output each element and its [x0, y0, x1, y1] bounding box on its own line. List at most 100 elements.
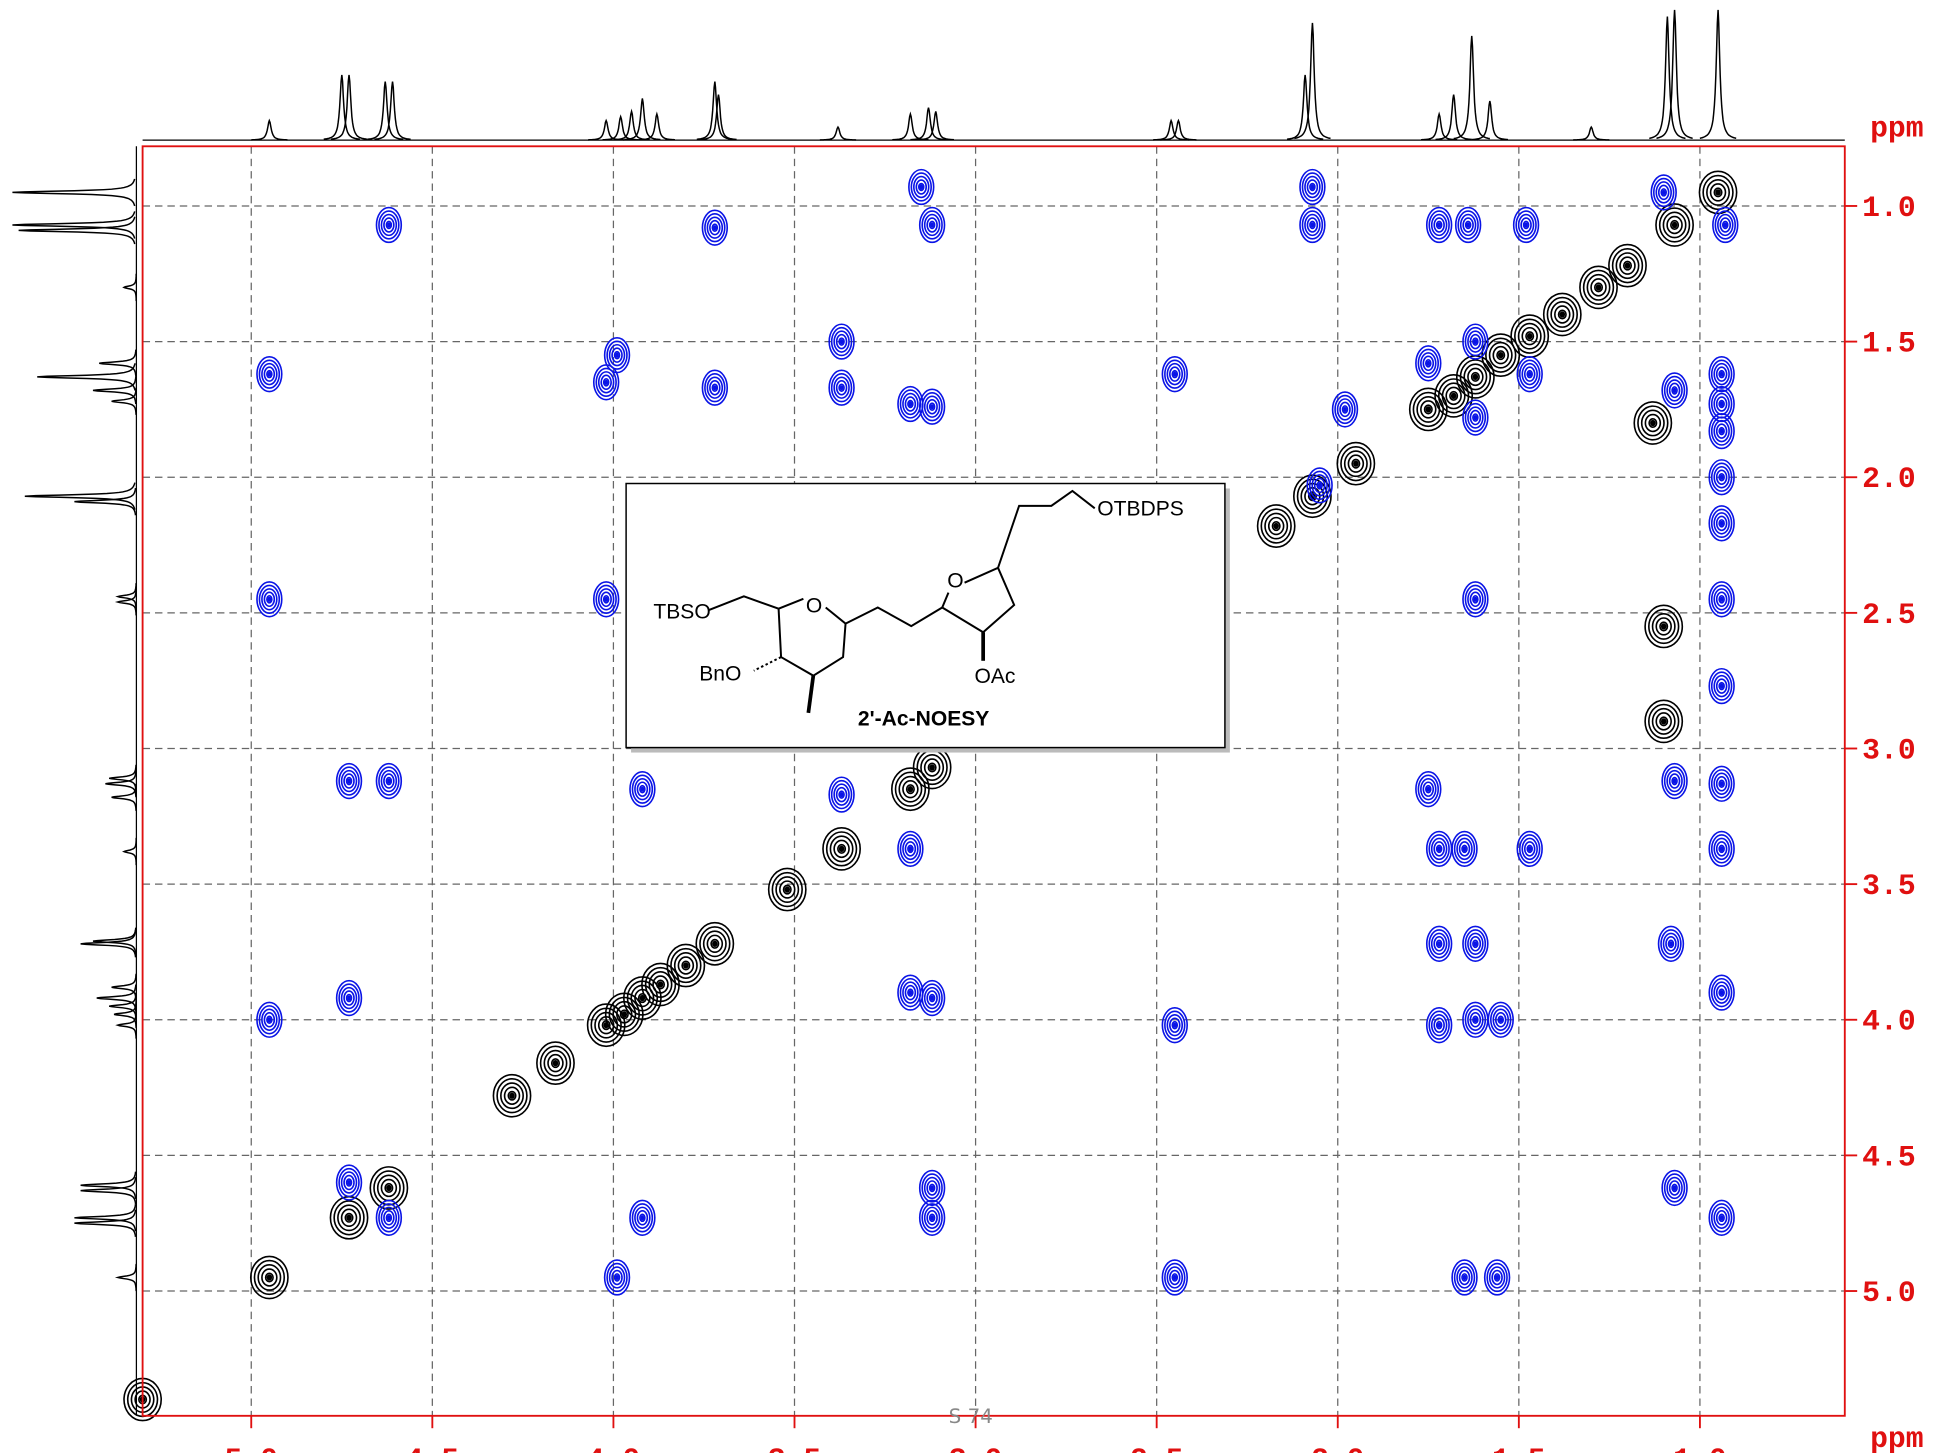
projection-peak — [12, 178, 136, 207]
cross-peak — [335, 762, 363, 800]
contour — [779, 880, 796, 899]
cross-peak — [335, 979, 363, 1017]
cross-peak — [1661, 1169, 1688, 1207]
contour-core — [1624, 262, 1631, 269]
contour — [261, 588, 278, 611]
contour — [1469, 409, 1482, 426]
contour — [917, 182, 925, 192]
contour — [1648, 608, 1680, 645]
contour — [385, 220, 393, 230]
contour — [1469, 1012, 1482, 1028]
projection-peak — [374, 81, 411, 140]
cross-peak — [1331, 391, 1359, 428]
contour — [385, 1213, 393, 1223]
contour — [1525, 331, 1535, 342]
contour — [1713, 419, 1730, 443]
projection-peak — [74, 1204, 137, 1232]
contour — [1461, 844, 1468, 854]
contour — [1715, 366, 1728, 382]
contour — [1515, 210, 1537, 240]
cross-peak — [828, 776, 855, 813]
contour — [828, 323, 855, 360]
projection-peak — [80, 930, 137, 958]
contour — [928, 993, 936, 1003]
contour — [677, 956, 695, 975]
contour-core — [1310, 184, 1315, 190]
contour — [1433, 936, 1445, 952]
contour — [258, 1005, 281, 1035]
contour — [258, 584, 281, 614]
contour — [644, 966, 677, 1003]
contour — [539, 1045, 572, 1081]
contour — [1169, 366, 1181, 382]
projection-peak — [1649, 16, 1686, 140]
contour — [1425, 784, 1432, 794]
contour — [338, 1167, 360, 1198]
projection-peak — [122, 273, 138, 302]
contour — [1523, 841, 1536, 857]
contour — [1434, 373, 1474, 418]
contour — [695, 921, 735, 966]
contour — [902, 981, 919, 1004]
cross-peak — [918, 979, 946, 1017]
cross-peak — [918, 206, 946, 244]
cross-peak — [1661, 762, 1688, 800]
contour — [1430, 1013, 1448, 1037]
contour — [1651, 707, 1676, 735]
contour — [592, 581, 620, 618]
contour — [829, 835, 854, 863]
contour — [1526, 844, 1533, 854]
contour — [1521, 837, 1538, 861]
contour — [1713, 1206, 1730, 1230]
contour-core — [639, 994, 646, 1002]
contour — [266, 595, 273, 604]
projection-peak — [96, 984, 137, 1012]
contour — [337, 1204, 361, 1232]
contour — [1169, 1269, 1181, 1286]
contour-core — [712, 385, 717, 391]
contour — [1417, 348, 1440, 378]
contour — [1467, 932, 1484, 956]
cross-peak — [375, 1199, 403, 1236]
contour-core — [1425, 406, 1432, 413]
contour — [500, 1082, 524, 1110]
contour — [1713, 362, 1730, 386]
cross-peak — [908, 168, 935, 206]
contour — [1256, 504, 1296, 548]
contour — [1331, 391, 1359, 428]
contour-core — [347, 995, 351, 1001]
projection-peak — [910, 107, 947, 141]
contour — [1651, 612, 1676, 640]
contour-core — [1719, 401, 1724, 407]
projection-peak — [99, 349, 137, 378]
contour — [1593, 282, 1604, 293]
cross-peak — [1510, 314, 1550, 359]
plot-area — [123, 146, 1845, 1422]
contour — [1435, 939, 1443, 949]
contour — [261, 362, 278, 386]
contour — [1467, 330, 1484, 353]
contour-core — [1660, 718, 1667, 725]
contour — [261, 1008, 278, 1031]
contour — [1453, 834, 1476, 864]
contour-core — [1650, 419, 1656, 427]
contour — [503, 1086, 521, 1105]
contour — [1166, 362, 1184, 386]
projection-peak — [24, 482, 136, 510]
contour — [1306, 217, 1319, 233]
structure-label: OAc — [974, 665, 1015, 688]
contour — [1494, 1012, 1507, 1028]
contour — [1715, 396, 1728, 412]
cross-peak — [1542, 292, 1582, 337]
projection-peak — [1421, 111, 1458, 141]
contour-core — [1527, 846, 1532, 852]
contour — [595, 367, 617, 397]
structure-label: OTBDPS — [1097, 498, 1184, 521]
cross-peak — [1462, 1001, 1489, 1038]
contour — [1659, 621, 1669, 632]
cross-peak — [918, 388, 946, 425]
contour-core — [1660, 623, 1667, 630]
contour — [1718, 844, 1725, 854]
contour — [828, 776, 855, 813]
contour — [608, 1266, 626, 1289]
